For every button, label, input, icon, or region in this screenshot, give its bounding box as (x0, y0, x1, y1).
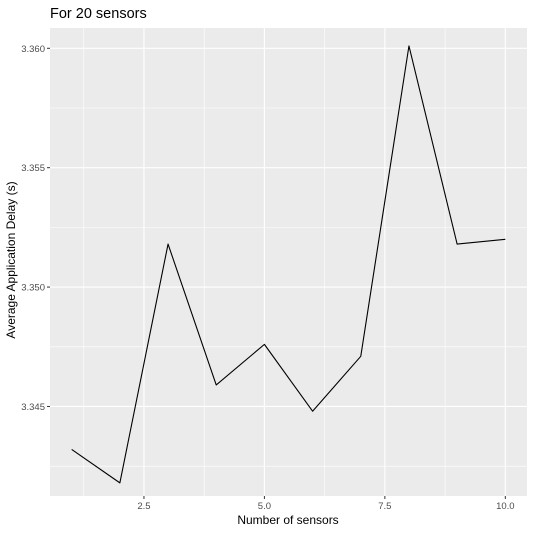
y-tick-label: 3.355 (21, 163, 45, 174)
y-tick-label: 3.350 (21, 283, 45, 294)
x-tick-label: 2.5 (137, 501, 150, 512)
x-axis-ticks: 2.5 5.0 7.5 10.0 (137, 496, 515, 512)
series-line (71, 45, 506, 484)
x-tick-label: 7.5 (378, 501, 391, 512)
y-axis-ticks: 3.345 3.350 3.355 3.360 (21, 44, 50, 413)
minor-gridlines (50, 28, 527, 496)
x-tick-label: 5.0 (258, 501, 271, 512)
series-layer (71, 45, 506, 484)
x-tick-label: 10.0 (496, 501, 515, 512)
y-tick-label: 3.345 (21, 402, 45, 413)
plot-panel (50, 28, 527, 496)
chart-title: For 20 sensors (50, 6, 147, 22)
y-axis-label: Average Application Delay (s) (4, 181, 18, 338)
major-gridlines (50, 28, 527, 496)
y-tick-label: 3.360 (21, 44, 45, 55)
x-axis-label: Number of sensors (237, 513, 338, 527)
